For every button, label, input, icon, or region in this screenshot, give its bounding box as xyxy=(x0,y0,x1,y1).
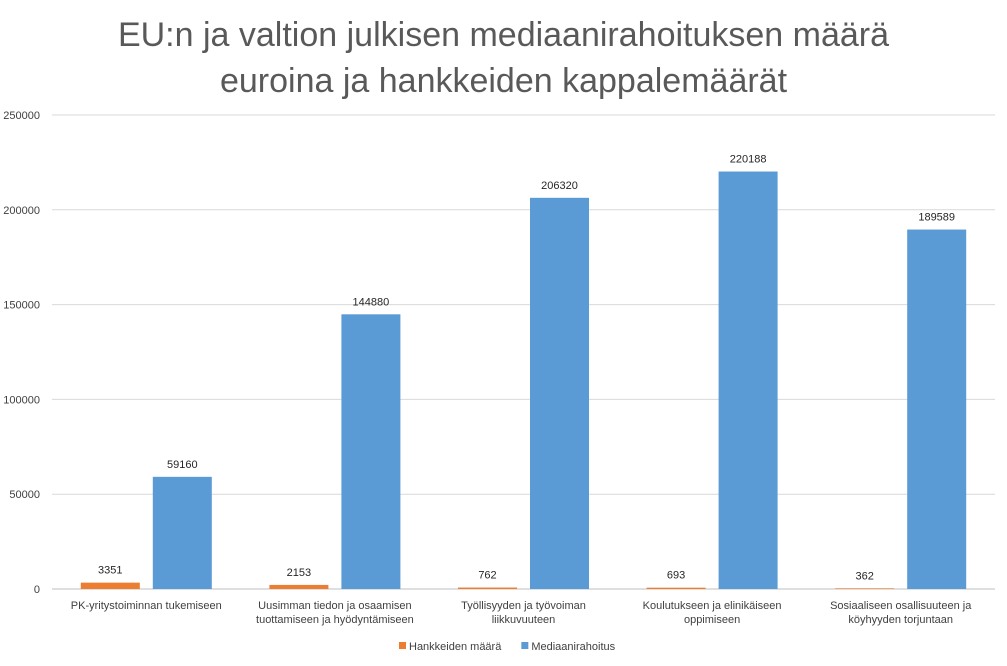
y-axis: 0 50000 100000 150000 200000 250000 xyxy=(3,110,40,596)
data-label: 59160 xyxy=(167,459,198,471)
data-label: 144880 xyxy=(353,296,390,308)
bar-hankkeiden-maara xyxy=(646,587,706,589)
bar-mediaanirahoitus xyxy=(718,171,778,589)
bar-hankkeiden-maara xyxy=(269,584,329,589)
bar-hankkeiden-maara xyxy=(835,588,895,589)
y-tick-label: 100000 xyxy=(3,394,40,406)
x-category-label: Uusimman tiedon ja osaamisen xyxy=(258,600,411,612)
legend-label: Hankkeiden määrä xyxy=(409,641,502,653)
bar-mediaanirahoitus xyxy=(530,197,589,590)
bar-mediaanirahoitus xyxy=(907,229,967,590)
data-label: 3351 xyxy=(98,565,122,577)
bar-mediaanirahoitus xyxy=(152,476,212,589)
x-category-label: tuottamiseen ja hyödyntämiseen xyxy=(256,614,414,626)
data-label: 189589 xyxy=(918,212,955,224)
data-label: 206320 xyxy=(541,180,578,192)
x-category-label: köyhyyden torjuntaan xyxy=(848,614,953,626)
x-category-label: liikkuvuuteen xyxy=(492,614,556,626)
y-tick-label: 250000 xyxy=(3,110,40,122)
legend-swatch xyxy=(399,642,406,649)
bar-hankkeiden-maara xyxy=(458,587,517,589)
data-labels: 3351 59160 2153 144880 762 206320 693 220188 362… xyxy=(98,154,955,583)
bar-mediaanirahoitus xyxy=(341,314,401,589)
data-label: 220188 xyxy=(730,154,767,166)
y-tick-label: 200000 xyxy=(3,205,40,217)
bar-hankkeiden-maara xyxy=(80,582,140,589)
x-axis: PK-yritystoiminnan tukemiseen Uusimman ti… xyxy=(71,600,972,626)
chart-title-line-2: euroina ja hankkeiden kappalemäärät xyxy=(219,62,788,100)
data-label: 2153 xyxy=(287,567,311,579)
y-tick-label: 150000 xyxy=(3,300,40,312)
x-category-label: Työllisyyden ja työvoiman xyxy=(461,600,586,612)
data-label: 693 xyxy=(667,570,685,582)
x-category-label: Sosiaaliseen osallisuuteen ja xyxy=(830,600,972,612)
y-tick-label: 50000 xyxy=(9,489,40,501)
x-category-label: Koulutukseen ja elinikäiseen xyxy=(643,600,782,612)
legend-label: Mediaanirahoitus xyxy=(531,641,615,653)
chart-title-line-1: EU:n ja valtion julkisen mediaanirahoitu… xyxy=(117,16,890,54)
y-tick-label: 0 xyxy=(34,584,40,596)
legend: Hankkeiden määrä Mediaanirahoitus xyxy=(399,641,616,653)
data-label: 362 xyxy=(856,570,874,582)
data-label: 762 xyxy=(478,570,496,582)
chart-title: EU:n ja valtion julkisen mediaanirahoitu… xyxy=(0,12,1007,104)
x-category-label: oppimiseen xyxy=(684,614,740,626)
x-category-label: PK-yritystoiminnan tukemiseen xyxy=(71,600,222,612)
bars xyxy=(80,171,967,590)
legend-swatch xyxy=(521,642,529,649)
